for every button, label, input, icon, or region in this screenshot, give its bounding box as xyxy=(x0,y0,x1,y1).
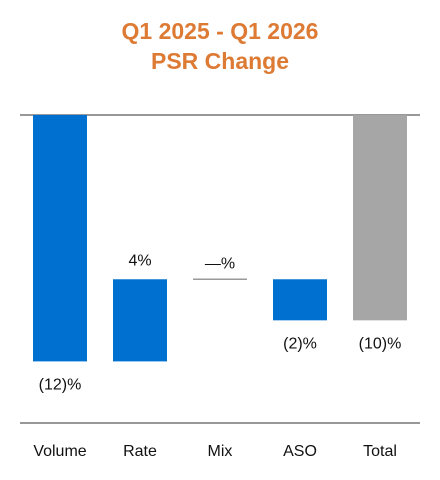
bar xyxy=(113,279,167,362)
x-tick-label: Total xyxy=(363,443,397,460)
chart-title: PSR Change xyxy=(151,48,289,74)
value-label: (10)% xyxy=(359,336,402,353)
value-label: —% xyxy=(205,255,235,272)
chart-title: Q1 2025 - Q1 2026 xyxy=(122,18,319,44)
value-label: 4% xyxy=(128,252,151,269)
value-label: (2)% xyxy=(283,336,317,353)
value-label: (12)% xyxy=(39,377,82,394)
x-tick-label: Rate xyxy=(123,443,157,460)
bar xyxy=(273,279,327,321)
bar xyxy=(353,115,407,321)
x-tick-label: Mix xyxy=(208,443,233,460)
bar xyxy=(33,115,87,362)
x-tick-label: Volume xyxy=(33,443,86,460)
x-tick-label: ASO xyxy=(283,443,317,460)
